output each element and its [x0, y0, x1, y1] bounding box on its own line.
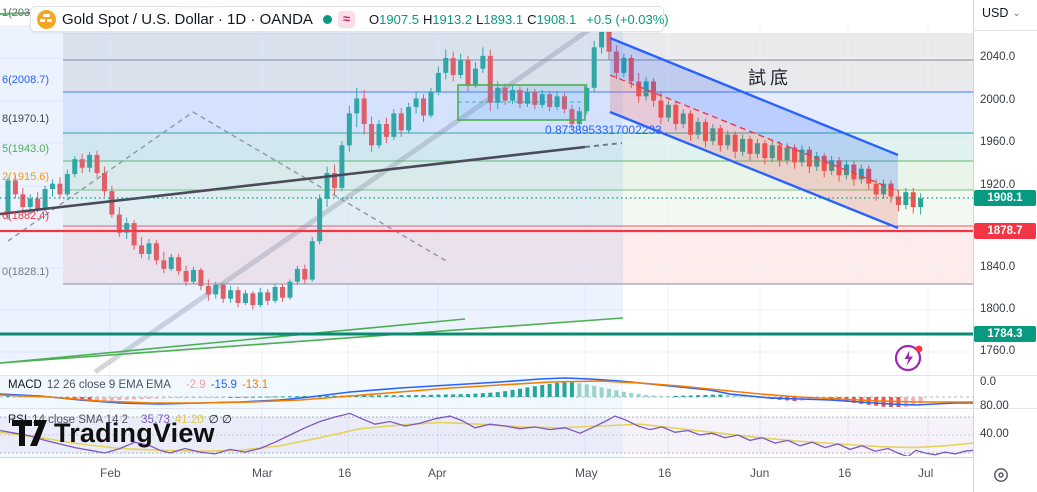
time-axis-label: 16: [338, 466, 352, 480]
fib-label: 2(1915.6): [2, 171, 50, 183]
flash-alert-icon[interactable]: [892, 340, 926, 379]
price-axis[interactable]: [973, 0, 1037, 492]
channel-mid-line[interactable]: [609, 74, 899, 192]
time-axis-label: 16: [658, 466, 672, 480]
tradingview-watermark: TradingView: [12, 418, 215, 449]
channel-upper-fill: [610, 38, 898, 191]
rsi-plot: [0, 412, 973, 456]
annotation-text-shidi: 試底: [748, 68, 792, 88]
price-tick: 40.00: [980, 428, 1009, 440]
highlight-overlay: [0, 25, 623, 363]
currency-select[interactable]: USD ⌄: [982, 6, 1021, 20]
channel-lower-line[interactable]: [609, 110, 899, 230]
pane-separator[interactable]: [0, 375, 1037, 376]
ohlc-key: L: [476, 11, 484, 27]
time-axis[interactable]: [0, 457, 1037, 492]
chart-legend: Gold Spot / U.S. Dollar · 1D · OANDA ≈ O…: [30, 6, 669, 32]
oanda-gold-logo-icon: [37, 9, 56, 29]
support-trendline[interactable]: [0, 317, 624, 364]
fib-label: 6(1882.4): [2, 210, 50, 222]
support-trendline[interactable]: [0, 318, 466, 364]
main-trendline[interactable]: [0, 145, 586, 216]
rsi-value: 35.73: [141, 414, 170, 426]
price-tick: 1760.0: [980, 345, 1016, 357]
macd-signal-value: -13.1: [241, 379, 269, 391]
fib-band: [63, 226, 973, 284]
dashed-trendline[interactable]: [192, 111, 449, 263]
time-axis-label: 16: [838, 466, 852, 480]
price-badge: 1878.7: [974, 223, 1036, 239]
time-axis-label: Mar: [252, 466, 273, 480]
dashed-trendline[interactable]: [7, 111, 194, 242]
price-tick: 1920.0: [980, 179, 1016, 191]
fib-label: 6(2008.7): [2, 74, 50, 86]
price-badge: 1784.3: [974, 326, 1036, 342]
macd-name: MACD: [8, 379, 42, 391]
ohlc-value: 1893.1: [483, 11, 524, 27]
rsi-sma-value: 41.20: [174, 414, 204, 426]
trendline-wide[interactable]: [93, 11, 614, 375]
market-status-dot-icon: [322, 14, 332, 24]
timezone-settings-gear-icon[interactable]: [992, 466, 1010, 489]
ohlc-key: C: [527, 11, 537, 27]
time-axis-label: Feb: [100, 466, 121, 480]
macd-hist-value: -2.9: [185, 379, 206, 391]
fib-label: 5(1943.0): [2, 143, 50, 155]
axis-divider: [973, 408, 1037, 409]
axis-divider: [973, 30, 1037, 31]
main-chart-svg[interactable]: [0, 0, 973, 457]
fib-extension-value: 0.8738953317002233: [545, 123, 662, 137]
axis-divider: [973, 375, 1037, 376]
fib-label: 0(1828.1): [2, 266, 50, 278]
ohlc-value: 1907.5: [379, 11, 419, 27]
fib-band: [63, 161, 973, 190]
fib-band: [63, 133, 973, 161]
time-axis-label: Jul: [918, 466, 934, 480]
ohlc-value: 1908.1: [536, 11, 577, 27]
rsi-params: 14 close SMA 14 2: [32, 414, 129, 426]
macd-plot: [0, 377, 973, 407]
symbol-title[interactable]: Gold Spot / U.S. Dollar · 1D · OANDA: [62, 10, 313, 28]
macd-legend[interactable]: MACD 12 26 close 9 EMA EMA -2.9 -15.9 -13.1: [8, 379, 273, 391]
price-tick: 1960.0: [980, 136, 1016, 148]
fib-label: 8(1970.1): [2, 113, 50, 125]
rsi-zeros: ∅ ∅: [208, 414, 232, 426]
macd-line-value: -15.9: [210, 379, 237, 391]
channel-upper-line[interactable]: [609, 36, 899, 157]
time-axis-label: May: [575, 466, 598, 480]
approx-badge-icon: ≈: [337, 10, 356, 28]
price-tick: 2040.0: [980, 51, 1016, 63]
ohlc-value: 1913.2: [432, 11, 473, 27]
price-tick: 2000.0: [980, 94, 1016, 106]
ohlc-key: H: [422, 11, 433, 27]
ohlc-values: O1907.5 H1913.2 L1893.1 C1908.1: [369, 12, 580, 27]
price-tick: 0.0: [980, 376, 996, 388]
price-tick: 1800.0: [980, 303, 1016, 315]
chevron-down-icon: ⌄: [1012, 7, 1021, 19]
price-tick: 1840.0: [980, 261, 1016, 273]
pane-separator[interactable]: [0, 408, 1037, 409]
ohlc-key: O: [369, 11, 380, 27]
channel-lower-fill: [610, 75, 898, 228]
candles[interactable]: [5, 15, 924, 310]
price-tick: 80.00: [980, 400, 1009, 412]
fib-band: [63, 33, 973, 92]
price-badge: 1908.1: [974, 190, 1036, 206]
time-axis-label: Jun: [750, 466, 770, 480]
time-axis-label: Apr: [428, 466, 447, 480]
tradingview-logo-icon: [12, 419, 47, 446]
macd-params: 12 26 close 9 EMA EMA: [46, 379, 171, 391]
change-value: +0.5 (+0.03%): [586, 11, 669, 27]
